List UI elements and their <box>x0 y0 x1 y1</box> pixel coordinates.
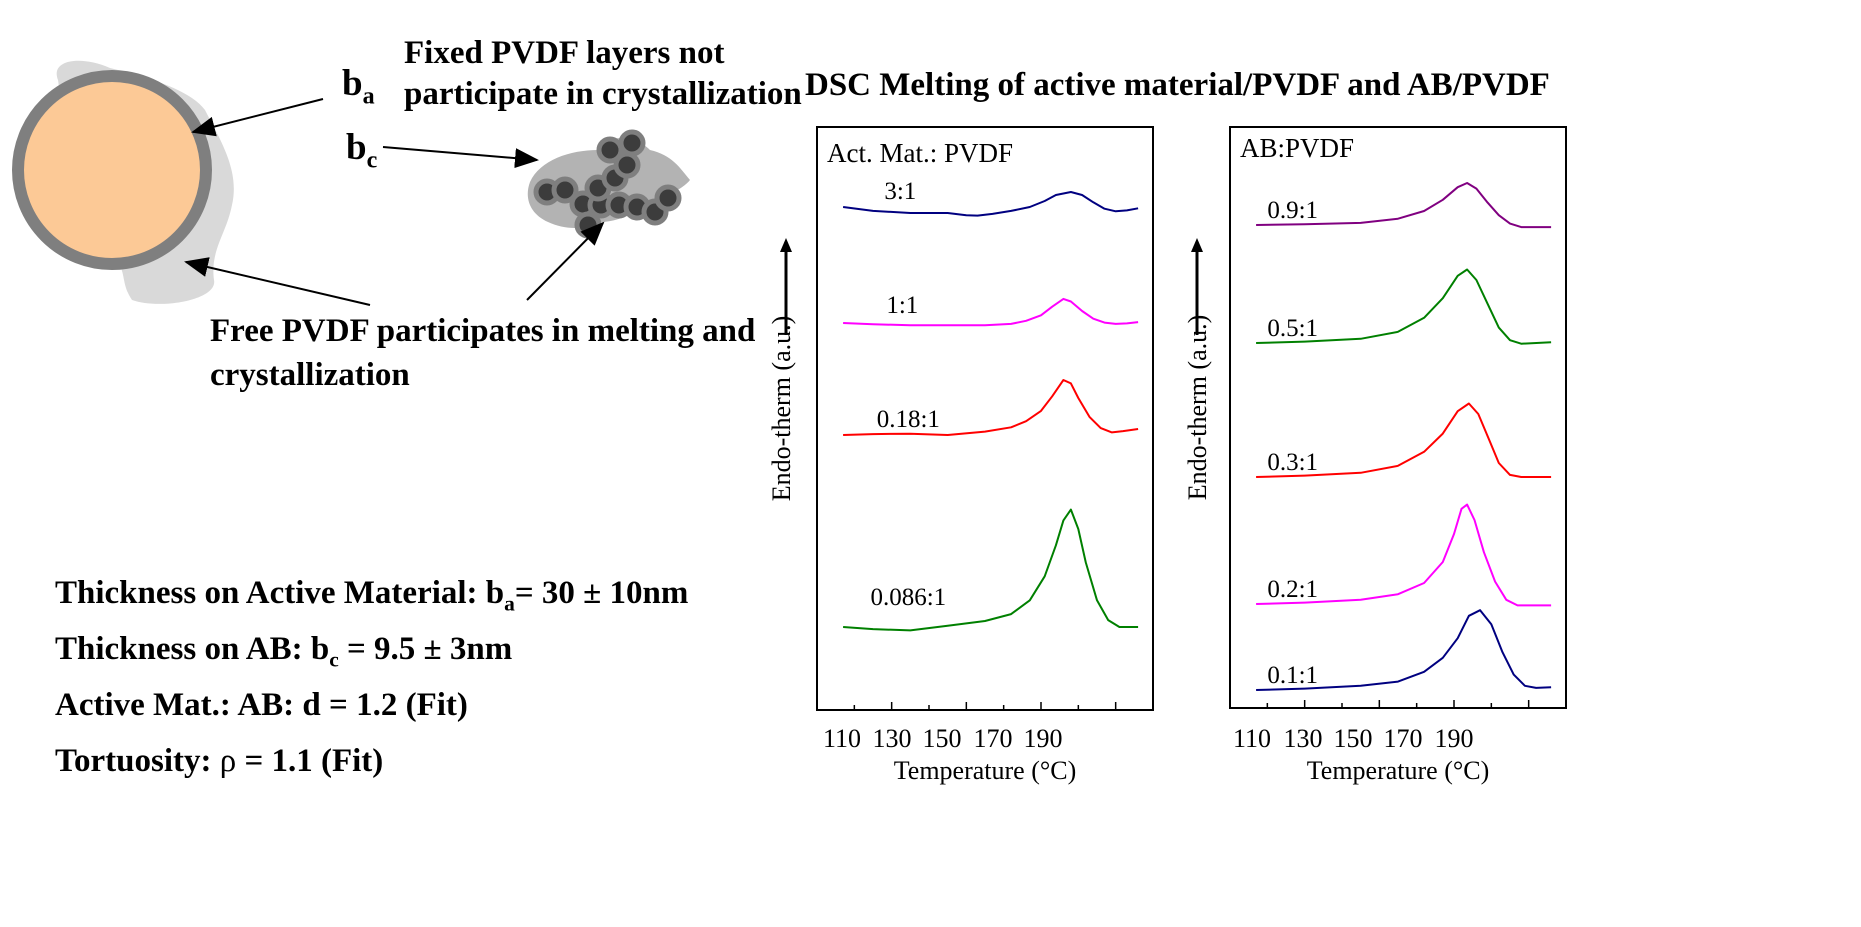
series-label: 0.5:1 <box>1267 315 1318 342</box>
free-pvdf-label-line2: crystallization <box>210 357 410 393</box>
x-tick-label: 190 <box>1024 724 1063 753</box>
y-arrow-head <box>780 238 792 252</box>
series-line-0-1-1 <box>1256 609 1552 691</box>
x-axis-label: Temperature (°C) <box>894 756 1077 785</box>
series-label: 0.3:1 <box>1267 449 1318 476</box>
x-tick-label: 130 <box>1284 724 1323 753</box>
series-label: 0.1:1 <box>1267 662 1318 689</box>
plot-frame <box>1229 126 1567 709</box>
series-label: 3:1 <box>884 178 916 205</box>
x-tick-label: 130 <box>873 724 912 753</box>
x-tick-label: 150 <box>1334 724 1373 753</box>
series-label: 0.086:1 <box>870 584 946 611</box>
x-tick-label: 110 <box>823 724 861 753</box>
series-line-0-3-1 <box>1256 402 1552 478</box>
panel-label: AB:PVDF <box>1240 133 1354 163</box>
ab-particle-cluster <box>533 129 682 239</box>
x-axis-label: Temperature (°C) <box>1307 756 1490 785</box>
panel-label: Act. Mat.: PVDF <box>827 138 1013 168</box>
bc-arrow <box>382 146 539 169</box>
series-line-1-1 <box>843 297 1139 327</box>
x-tick-label: 170 <box>1384 724 1423 753</box>
y-axis-label: Endo-therm (a.u.) <box>767 316 796 502</box>
plot-frame <box>816 126 1154 711</box>
chart-panel-ab: 110 130 150 170 190 Temperature (°C) Endo-ther… <box>1183 126 1567 785</box>
series-line-3-1 <box>842 191 1139 217</box>
free-pvdf-label-line1: Free PVDF participates in melting and <box>210 313 756 349</box>
result-thickness-ab: Thickness on AB: bc = 9.5 ± 3nm <box>55 631 513 672</box>
ba-symbol-label: ba <box>342 63 375 110</box>
active-material-particle <box>12 70 212 270</box>
series-line-0-2-1 <box>1256 503 1552 607</box>
series-line-0-5-1 <box>1256 268 1552 345</box>
x-tick-label: 110 <box>1233 724 1271 753</box>
free-arrow-right <box>526 221 605 301</box>
dsc-charts: 110 130 150 170 190 Temperature (°C) Endo-ther… <box>767 126 1567 785</box>
series-label: 0.2:1 <box>1267 576 1318 603</box>
series-label: 0.9:1 <box>1267 197 1318 224</box>
ba-arrow <box>191 98 324 137</box>
pvdf-schematic <box>12 60 690 306</box>
series-line-0-18-1 <box>843 379 1139 436</box>
bc-symbol-label: bc <box>346 127 378 174</box>
fixed-pvdf-label-line1: Fixed PVDF layers not <box>404 35 725 71</box>
x-tick-label: 190 <box>1435 724 1474 753</box>
series-label: 1:1 <box>886 292 918 319</box>
result-tortuosity: Tortuosity: ρ = 1.1 (Fit) <box>55 743 384 779</box>
fixed-pvdf-label-line2: participate in crystallization <box>404 76 802 112</box>
free-arrow-left <box>184 257 371 306</box>
x-tick-label: 170 <box>974 724 1013 753</box>
result-thickness-active: Thickness on Active Material: ba= 30 ± 1… <box>55 575 689 616</box>
x-tick-label: 150 <box>923 724 962 753</box>
y-arrow-head <box>1191 238 1203 252</box>
figure-title: DSC Melting of active material/PVDF and … <box>805 67 1550 103</box>
y-axis-label: Endo-therm (a.u.) <box>1183 315 1212 501</box>
series-line-0-9-1 <box>1256 182 1552 229</box>
chart-panel-active-material: 110 130 150 170 190 Temperature (°C) Endo-ther… <box>767 126 1154 785</box>
series-line-0-086-1 <box>843 508 1139 632</box>
result-ratio: Active Mat.: AB: d = 1.2 (Fit) <box>55 687 468 723</box>
series-label: 0.18:1 <box>877 406 940 433</box>
